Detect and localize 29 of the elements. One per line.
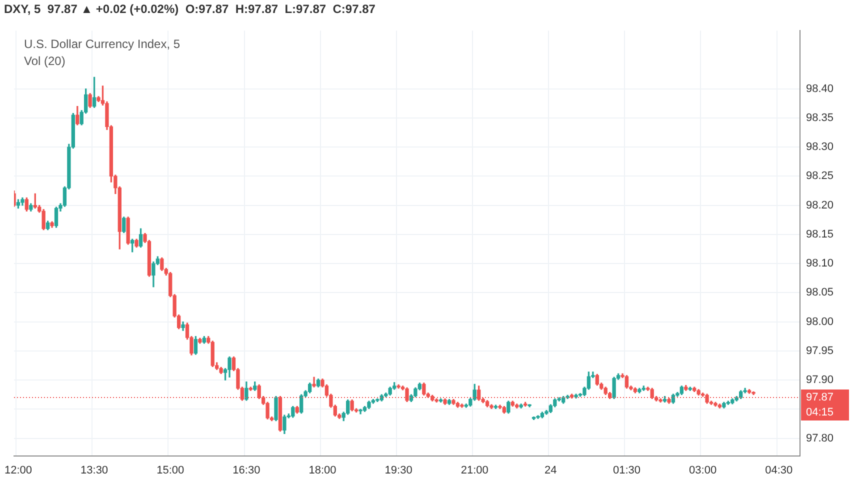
x-tick-label: 15:00 <box>156 464 184 476</box>
y-tick-label: 98.20 <box>806 199 834 212</box>
y-tick-label: 98.25 <box>806 170 834 182</box>
y-tick-label: 97.95 <box>806 344 834 357</box>
x-tick-label: 24 <box>544 464 557 476</box>
x-tick-label: 03:00 <box>689 464 717 476</box>
x-tick-label: 12:00 <box>4 464 32 476</box>
x-tick-label: 16:30 <box>232 464 260 476</box>
x-tick-label: 19:30 <box>384 464 412 476</box>
x-tick-label: 18:00 <box>308 464 336 476</box>
x-tick-label: 04:30 <box>765 464 793 476</box>
ref-line-label: 97.87 <box>806 392 834 404</box>
y-tick-label: 98.35 <box>806 112 834 124</box>
text: Vol (20) <box>24 54 66 68</box>
text: U.S. Dollar Currency Index, 5 <box>24 36 180 51</box>
text: 04:15 <box>806 406 834 419</box>
y-tick-label: 98.10 <box>806 258 834 270</box>
y-tick-label: 98.30 <box>806 141 834 154</box>
y-tick-label: 98.40 <box>806 82 834 95</box>
text: DXY, 5 97.87 ▲ +0.02 (+0.02%) O:97.87 H:97.87 L:97.87 C:97.87 <box>3 1 376 18</box>
x-tick-label: 13:30 <box>80 464 108 476</box>
x-tick-label: 21:00 <box>460 464 488 476</box>
candlestick <box>312 376 316 388</box>
y-tick-label: 98.05 <box>806 286 834 299</box>
x-tick-label: 01:30 <box>612 464 641 476</box>
y-tick-label: 97.90 <box>806 374 834 386</box>
y-tick-label: 97.80 <box>806 432 834 444</box>
y-tick-label: 98.15 <box>806 228 834 240</box>
y-tick-label: 98.00 <box>806 316 834 328</box>
